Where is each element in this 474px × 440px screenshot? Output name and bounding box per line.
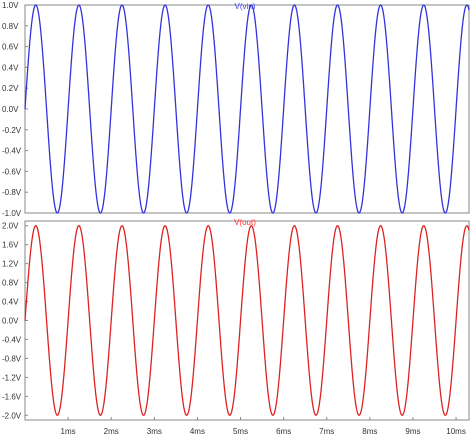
- y-tick-label: 0.4V: [2, 298, 19, 307]
- y-tick-label: 1.0V: [2, 1, 19, 10]
- y-tick-label: -0.4V: [2, 147, 22, 156]
- y-tick-label: -0.6V: [2, 167, 22, 176]
- vin-plot-area: [24, 4, 470, 214]
- vin-pane-title: V(vin): [235, 2, 256, 11]
- y-tick-label: -2.0V: [2, 411, 22, 420]
- vout-trace: [24, 225, 470, 416]
- y-tick-label: -0.4V: [2, 335, 22, 344]
- vout-plot-area: [24, 220, 470, 421]
- y-tick-label: 0.0V: [2, 105, 19, 114]
- vout-pane-title: V(out): [234, 218, 256, 227]
- y-tick-label: -0.8V: [2, 354, 22, 363]
- vout-y-tick-labels: 2.0V 1.6V 1.2V 0.8V 0.4V 0.0V -0.4V -0.8V -1.2V -…: [2, 222, 28, 420]
- y-tick-label: -0.2V: [2, 126, 22, 135]
- x-tick-label: 1ms: [61, 427, 76, 436]
- y-tick-label: -1.6V: [2, 392, 22, 401]
- x-tick-label: 5ms: [233, 427, 248, 436]
- y-tick-label: 1.2V: [2, 260, 19, 269]
- x-tick-label: 10ms: [446, 427, 466, 436]
- x-tick-label: 3ms: [147, 427, 162, 436]
- time-axis-ticks: 1ms 2ms 3ms 4ms 5ms 6ms 7ms 8ms 9ms 10ms: [61, 417, 466, 436]
- y-tick-label: 0.0V: [2, 317, 19, 326]
- y-tick-label: 1.6V: [2, 241, 19, 250]
- x-tick-label: 4ms: [190, 427, 205, 436]
- vin-y-tick-labels: 1.0V 0.8V 0.6V 0.4V 0.2V 0.0V -0.2V -0.4V -0.6V -…: [2, 1, 28, 218]
- y-tick-label: 0.4V: [2, 63, 19, 72]
- vin-pane: 1.0V 0.8V 0.6V 0.4V 0.2V 0.0V -0.2V -0.4V -0.6V -…: [2, 1, 470, 218]
- x-tick-label: 6ms: [276, 427, 291, 436]
- y-tick-label: 2.0V: [2, 222, 19, 231]
- x-tick-label: 8ms: [362, 427, 377, 436]
- x-tick-label: 9ms: [405, 427, 420, 436]
- y-tick-label: -1.0V: [2, 209, 22, 218]
- y-tick-label: 0.6V: [2, 43, 19, 52]
- y-tick-label: -0.8V: [2, 188, 22, 197]
- x-tick-label: 2ms: [104, 427, 119, 436]
- y-tick-label: 0.8V: [2, 279, 19, 288]
- vin-trace: [24, 4, 470, 214]
- vout-pane: 2.0V 1.6V 1.2V 0.8V 0.4V 0.0V -0.4V -0.8V -1.2V -…: [2, 218, 470, 421]
- x-tick-label: 7ms: [319, 427, 334, 436]
- y-tick-label: 0.2V: [2, 84, 19, 93]
- y-tick-label: -1.2V: [2, 373, 22, 382]
- y-tick-label: 0.8V: [2, 22, 19, 31]
